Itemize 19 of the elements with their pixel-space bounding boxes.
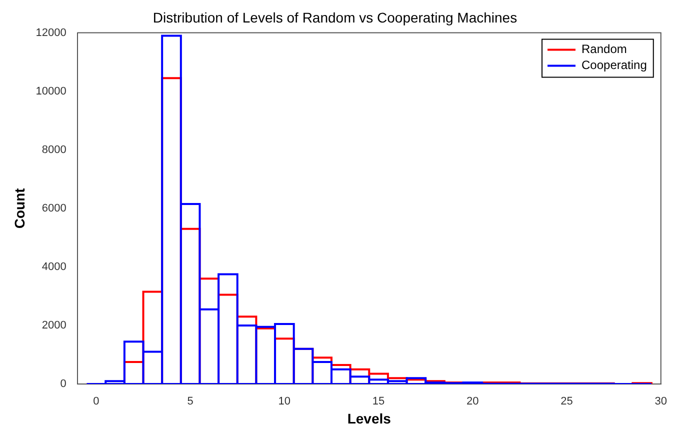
x-tick-label: 10 [278,396,291,408]
y-tick-label: 8000 [42,144,66,156]
chart-title: Distribution of Levels of Random vs Cooperating Machines [152,9,518,26]
x-tick-label: 5 [187,396,194,408]
y-tick-label: 0 [60,378,66,390]
x-tick-label: 20 [466,396,479,408]
legend-label: Random [582,42,627,56]
y-tick-label: 4000 [42,260,66,273]
y-tick-label: 12000 [36,26,66,39]
y-tick-label: 10000 [36,85,66,98]
y-axis-title: Count [11,188,28,229]
x-tick-label: 25 [560,396,573,408]
x-tick-label: 15 [372,396,385,408]
x-tick-label: 30 [654,396,668,408]
y-tick-label: 6000 [42,202,66,214]
x-axis-title: Levels [347,410,392,426]
x-tick-label: 0 [93,396,100,408]
y-tick-label: 2000 [42,320,66,332]
legend-label: Cooperating [582,58,647,72]
